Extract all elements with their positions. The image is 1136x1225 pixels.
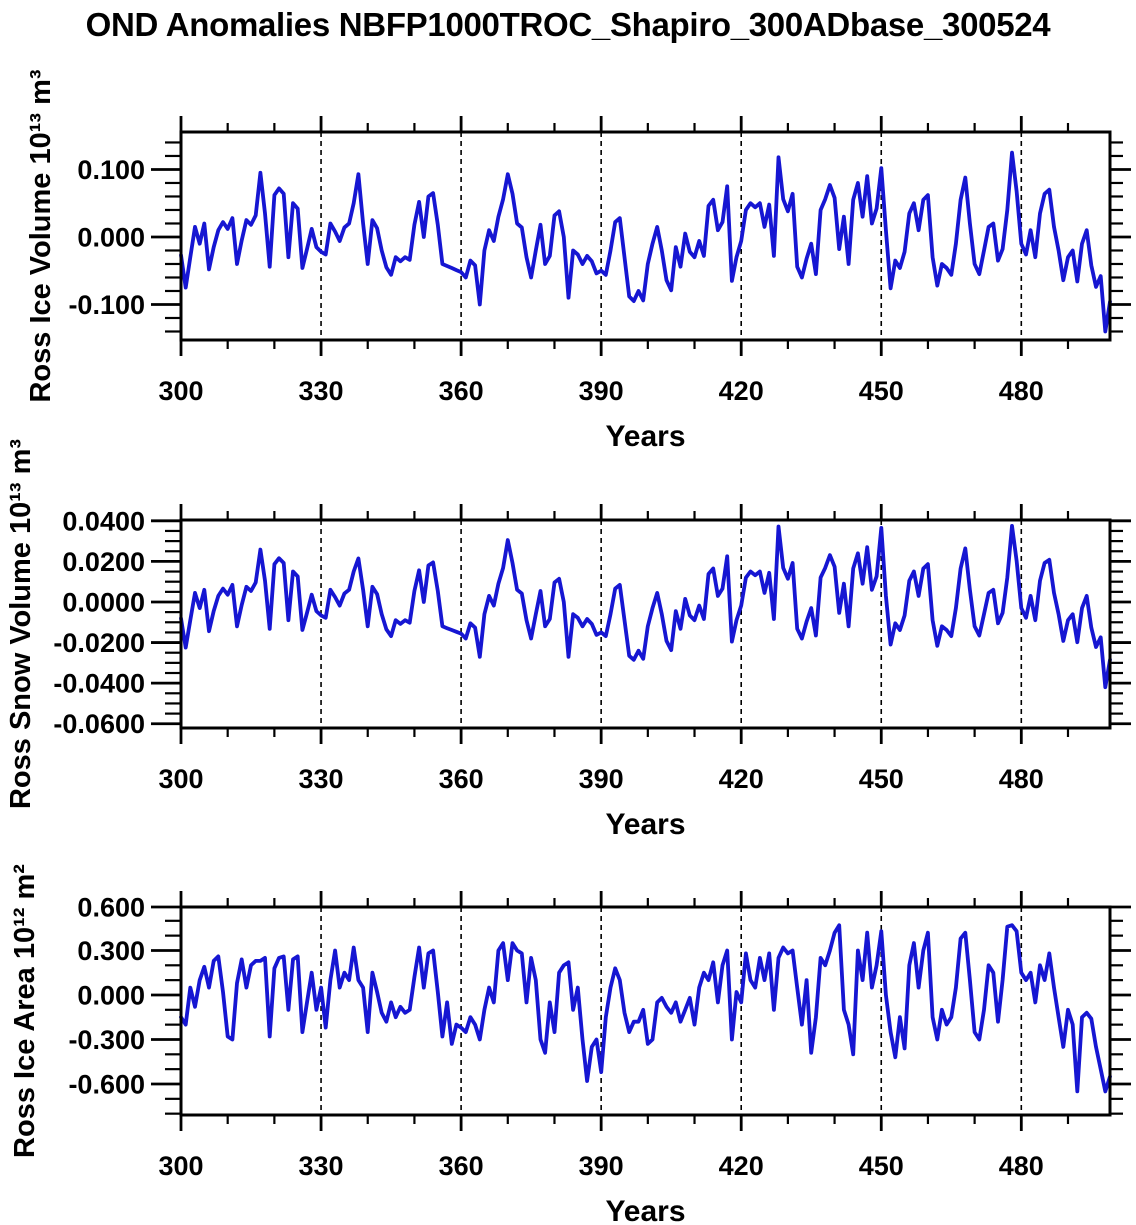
x-tick-label: 480: [999, 376, 1044, 406]
x-tick-label: 450: [859, 764, 904, 794]
series-line-ross-ice-volume: [179, 150, 1112, 334]
x-tick-label: 420: [719, 764, 764, 794]
y-tick-label: 0.000: [77, 980, 145, 1010]
x-tick-label: 360: [439, 376, 484, 406]
x-tick-label: 420: [719, 376, 764, 406]
chart-ross-snow-volume: 300 330 360 390 420 450 480 0.0400 0.0200 0.0000 -…: [5, 439, 1131, 841]
y-tick-label: 0.0400: [62, 506, 145, 536]
x-tick-label: 390: [579, 376, 624, 406]
series-line-ross-snow-volume: [179, 524, 1112, 690]
plot-frame: [179, 518, 1112, 730]
x-tick-label: 450: [859, 1151, 904, 1181]
x-tick-label: 360: [439, 1151, 484, 1181]
x-tick-label: 330: [299, 764, 344, 794]
x-tick-label: 450: [859, 376, 904, 406]
y-axis-title: Ross Snow Volume 10¹³ m³: [5, 439, 37, 809]
y-tick-label: -0.600: [68, 1069, 145, 1099]
series-line-ross-ice-area: [179, 923, 1112, 1094]
y-tick-label: 0.000: [77, 222, 145, 252]
chart-ross-ice-area: 300 330 360 390 420 450 480 0.600 0.300 0.000 -0.3…: [9, 864, 1131, 1225]
figure-title: OND Anomalies NBFP1000TROC_Shapiro_300AD…: [85, 6, 1051, 43]
y-tick-label: 0.100: [77, 155, 145, 185]
x-tick-label: 300: [158, 376, 203, 406]
y-tick-label: -0.300: [68, 1025, 145, 1055]
x-tick-label: 390: [579, 1151, 624, 1181]
y-axis-title: Ross Ice Volume 10¹³ m³: [25, 69, 57, 402]
plot-frame: [179, 905, 1112, 1117]
y-tick-label: 0.0200: [62, 547, 145, 577]
x-tick-label: 330: [299, 376, 344, 406]
y-axis-title: Ross Ice Area 10¹² m²: [9, 864, 41, 1158]
x-tick-label: 480: [999, 764, 1044, 794]
x-tick-label: 300: [158, 1151, 203, 1181]
x-tick-label: 480: [999, 1151, 1044, 1181]
y-tick-label: 0.300: [77, 936, 145, 966]
y-tick-label: 0.0000: [62, 587, 145, 617]
x-tick-label: 300: [158, 764, 203, 794]
x-tick-label: 330: [299, 1151, 344, 1181]
x-tick-label: 390: [579, 764, 624, 794]
y-tick-label: -0.0600: [53, 709, 145, 739]
y-tick-label: -0.0400: [53, 669, 145, 699]
x-tick-label: 360: [439, 764, 484, 794]
y-tick-label: -0.100: [68, 290, 145, 320]
chart-ross-ice-volume: 300 330 360 390 420 450 480 0.100 0.000 -0.100 Yea…: [25, 69, 1131, 453]
x-axis-title: Years: [605, 1195, 685, 1225]
y-tick-label: -0.0200: [53, 628, 145, 658]
x-axis-title: Years: [605, 420, 685, 453]
x-tick-label: 420: [719, 1151, 764, 1181]
y-tick-label: 0.600: [77, 892, 145, 922]
x-axis-title: Years: [605, 808, 685, 841]
